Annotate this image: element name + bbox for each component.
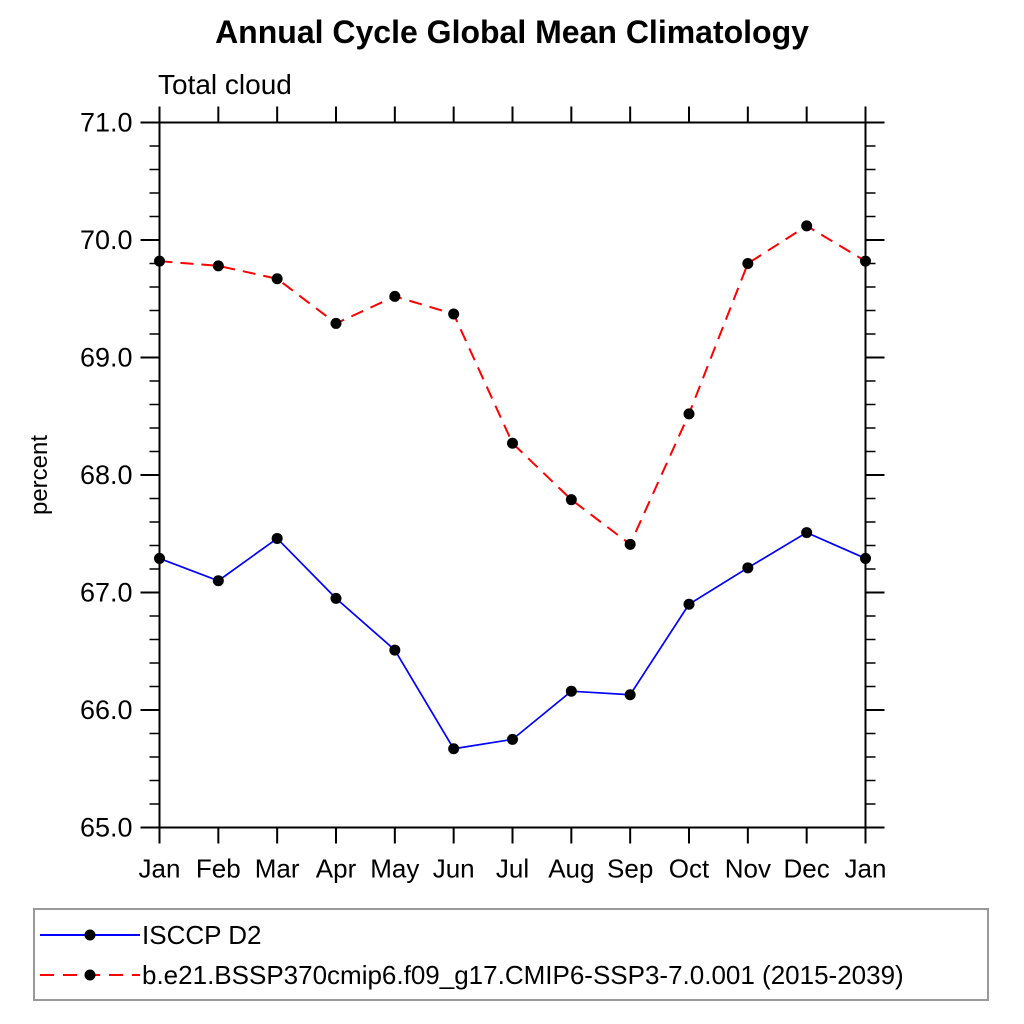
x-tick-label: Sep	[607, 854, 653, 884]
x-tick-label: Jan	[139, 854, 181, 884]
series-0-marker	[389, 644, 401, 656]
series-line-0	[159, 531, 866, 750]
series-1-marker	[389, 290, 401, 302]
chart-title: Annual Cycle Global Mean Climatology	[215, 14, 809, 50]
series-0-marker	[860, 552, 871, 564]
legend-item-label: b.e21.BSSP370cmip6.f09_g17.CMIP6-SSP3-7.…	[142, 959, 904, 990]
series-1-marker	[271, 273, 283, 285]
legend-item-label: ISCCP D2	[142, 919, 262, 950]
x-tick-label: Jun	[433, 854, 475, 884]
series-1-marker	[624, 538, 636, 550]
y-tick-label: 70.0	[80, 225, 133, 255]
x-tick-label: May	[370, 854, 419, 884]
x-tick-label: Jul	[496, 854, 529, 884]
series-0-marker	[154, 552, 165, 564]
legend-line-sample	[40, 969, 140, 980]
legend: ISCCP D2 b.e21.BSSP370cmip6.f09_g17.CMIP…	[33, 908, 989, 1001]
y-tick-label: 65.0	[80, 813, 133, 843]
series-1-marker	[448, 308, 460, 320]
series-0-marker	[507, 733, 518, 745]
x-tick-label: Feb	[196, 854, 241, 884]
y-tick-label: 71.0	[80, 108, 133, 138]
series-1-marker	[565, 494, 577, 506]
series-0-marker	[683, 598, 695, 610]
legend-item: ISCCP D2	[38, 920, 987, 950]
series-0-marker	[742, 562, 754, 574]
legend-item: b.e21.BSSP370cmip6.f09_g17.CMIP6-SSP3-7.…	[38, 960, 987, 990]
series-line-1	[159, 224, 867, 546]
series-1-marker	[683, 408, 695, 420]
series-1-marker	[154, 255, 165, 267]
legend-marker-dot	[84, 969, 96, 980]
series-0-marker	[801, 527, 813, 539]
series-0-marker	[330, 592, 342, 604]
series-0-marker	[448, 743, 460, 755]
x-tick-label: Oct	[669, 854, 710, 884]
y-tick-label: 67.0	[80, 578, 133, 608]
series-0-marker	[212, 575, 224, 587]
x-tick-label: Aug	[548, 854, 594, 884]
y-tick-label: 66.0	[80, 695, 133, 725]
series-0-marker	[565, 685, 577, 697]
y-tick-label: 69.0	[80, 343, 133, 373]
series-1-marker	[212, 260, 224, 272]
y-tick-label: 68.0	[80, 460, 133, 490]
axis-frame	[158, 121, 867, 829]
legend-marker-dot	[84, 929, 96, 940]
series-1-marker	[801, 220, 813, 232]
x-tick-label: Apr	[316, 854, 357, 884]
series-1-marker	[507, 437, 518, 449]
x-tick-label: Mar	[255, 854, 300, 884]
legend-line-sample	[40, 929, 140, 940]
series-0-marker	[624, 689, 636, 701]
x-tick-label: Jan	[845, 854, 887, 884]
series-1-marker	[330, 317, 342, 329]
series-0-marker	[271, 532, 283, 544]
x-tick-label: Dec	[784, 854, 830, 884]
series-1-marker	[860, 255, 871, 267]
series-1-marker	[742, 258, 754, 269]
x-tick-label: Nov	[725, 854, 771, 884]
chart-subtitle: Total cloud	[158, 69, 292, 100]
